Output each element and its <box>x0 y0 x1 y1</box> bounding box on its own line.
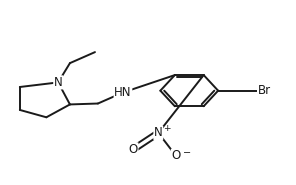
Text: N: N <box>154 126 163 139</box>
Text: O: O <box>171 149 181 162</box>
Text: Br: Br <box>258 84 271 97</box>
Text: O: O <box>129 143 138 156</box>
Text: −: − <box>183 148 191 158</box>
Text: HN: HN <box>114 86 132 99</box>
Text: +: + <box>163 124 171 133</box>
Text: N: N <box>54 76 62 89</box>
